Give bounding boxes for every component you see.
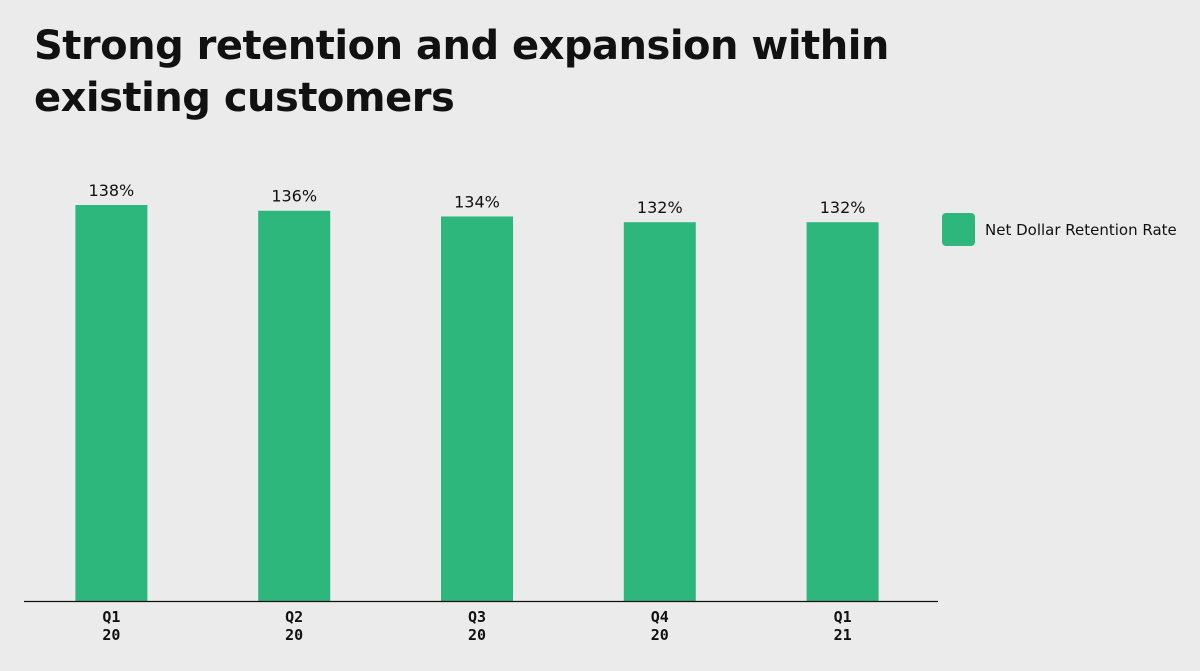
tick-label-3-line-1: Q3 bbox=[468, 608, 486, 626]
bar-2 bbox=[258, 210, 331, 601]
value-label-1: 138% bbox=[89, 181, 135, 200]
tick-label-2-line-2: 20 bbox=[285, 626, 303, 644]
tick-label-5-line-1: Q1 bbox=[834, 608, 852, 626]
bars-group bbox=[75, 205, 879, 601]
value-label-3: 134% bbox=[454, 192, 500, 211]
tick-label-1-line-2: 20 bbox=[102, 626, 120, 644]
bar-1 bbox=[75, 205, 148, 601]
page-title: Strong retention and expansion within ex… bbox=[34, 23, 889, 121]
bar-5 bbox=[806, 222, 879, 601]
legend-label: Net Dollar Retention Rate bbox=[985, 220, 1177, 239]
tick-label-1-line-1: Q1 bbox=[102, 608, 120, 626]
legend-swatch bbox=[942, 213, 975, 246]
bar-4 bbox=[623, 222, 696, 601]
value-label-5: 132% bbox=[820, 198, 866, 217]
tick-label-4-line-2: 20 bbox=[651, 626, 669, 644]
legend: Net Dollar Retention Rate bbox=[942, 213, 1177, 246]
value-label-2: 136% bbox=[271, 187, 317, 206]
tick-label-2-line-1: Q2 bbox=[285, 608, 303, 626]
tick-label-3-line-2: 20 bbox=[468, 626, 486, 644]
value-label-4: 132% bbox=[637, 198, 683, 217]
tick-label-5-line-2: 21 bbox=[834, 626, 852, 644]
value-labels-group: 138% 136% 134% 132% 132% bbox=[89, 181, 866, 217]
bar-3 bbox=[441, 216, 513, 601]
tick-label-4-line-1: Q4 bbox=[651, 608, 669, 626]
